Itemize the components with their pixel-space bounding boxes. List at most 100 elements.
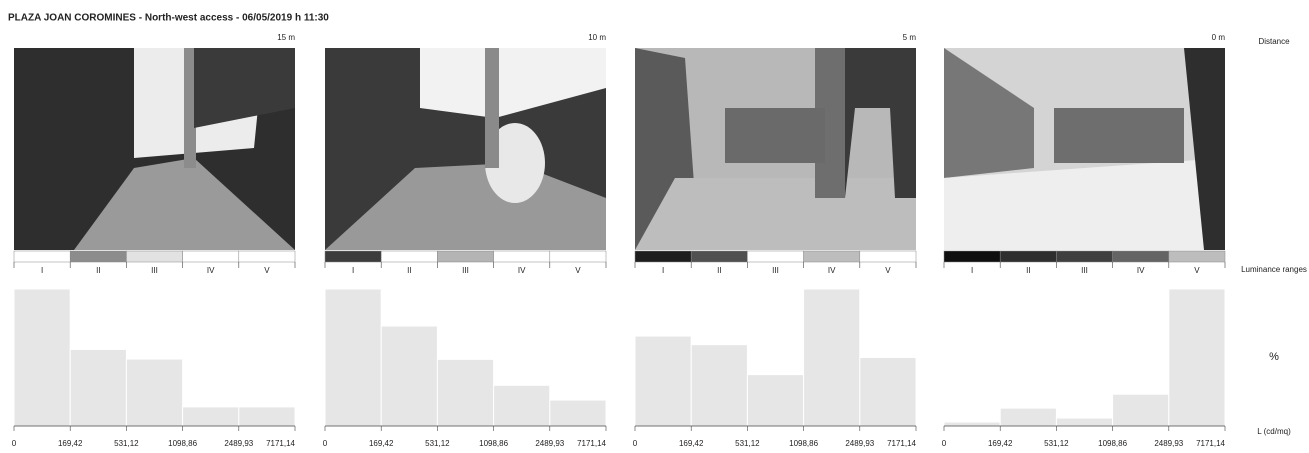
distance: 10 m (588, 33, 606, 42)
x-tick-label: 7171,14 (1196, 439, 1225, 448)
range-label: II (407, 266, 411, 275)
x-tick-label: 7171,14 (577, 439, 606, 448)
photo-shape (845, 48, 916, 198)
range-swatch (493, 250, 551, 263)
x-tick-label: 531,12 (425, 439, 450, 448)
x-tick-label: 169,42 (988, 439, 1013, 448)
photo-shape (485, 48, 499, 168)
bar (1112, 393, 1170, 427)
x-tick-label: 1098,86 (479, 439, 508, 448)
x-tick-label: 7171,14 (266, 439, 295, 448)
x-tick-label: 2489,93 (1154, 439, 1183, 448)
bar (182, 406, 240, 427)
range-label: III (151, 266, 158, 275)
photo-shape (184, 48, 196, 168)
x-tick-label: 2489,93 (535, 439, 564, 448)
photo (325, 48, 606, 250)
percent-label: % (1269, 351, 1279, 363)
x-tick-label: 0 (942, 439, 947, 448)
x-tick-label: 1098,86 (789, 439, 818, 448)
bar (859, 357, 917, 427)
distance: 15 m (277, 33, 295, 42)
range-label: V (575, 266, 581, 275)
photo-shape (194, 48, 295, 128)
range-label: I (662, 266, 664, 275)
range-swatch (859, 250, 917, 263)
bar (69, 349, 127, 427)
range-label: V (264, 266, 270, 275)
distance-label: Distance (1258, 37, 1290, 46)
x-tick-label: 0 (633, 439, 638, 448)
bar (436, 358, 495, 427)
range-label: V (885, 266, 891, 275)
range-swatch (238, 250, 296, 263)
range-swatch (182, 250, 240, 263)
x-tick-label: 0 (323, 439, 328, 448)
range-label: V (1194, 266, 1200, 275)
distance: 0 m (1212, 33, 1226, 42)
range-label: I (41, 266, 43, 275)
bar (324, 288, 382, 427)
photo-shape (74, 158, 295, 250)
figure-title: PLAZA JOAN COROMINES - North-west access… (8, 13, 329, 24)
range-label: IV (1137, 266, 1145, 275)
bar (690, 344, 748, 427)
photo-shape (944, 158, 1225, 250)
bar (549, 399, 607, 427)
range-label: IV (207, 266, 215, 275)
range-swatch (13, 250, 71, 263)
range-swatch (324, 250, 382, 263)
ranges-label: Luminance ranges (1241, 265, 1307, 274)
range-label: I (971, 266, 973, 275)
bar (125, 358, 184, 427)
x-tick-label: 169,42 (679, 439, 704, 448)
x-tick-label: 0 (12, 439, 17, 448)
bar (803, 288, 861, 427)
range-swatch (1168, 250, 1226, 263)
photo (635, 48, 916, 250)
bar (238, 406, 296, 427)
x-tick-label: 7171,14 (887, 439, 916, 448)
bar (13, 288, 71, 427)
range-swatch (803, 250, 861, 263)
range-swatch (437, 250, 494, 263)
range-swatch (747, 250, 804, 263)
photo-shape (1184, 48, 1225, 250)
range-swatch (1056, 250, 1113, 263)
bar (1055, 417, 1114, 427)
photo-shape (420, 48, 606, 118)
range-swatch (69, 250, 127, 263)
x-tick-label: 1098,86 (1098, 439, 1127, 448)
range-swatch (380, 250, 438, 263)
range-label: IV (828, 266, 836, 275)
x-tick-label: 2489,93 (224, 439, 253, 448)
range-label: II (96, 266, 100, 275)
bar (943, 421, 1001, 427)
range-swatch (549, 250, 607, 263)
bar (380, 325, 438, 427)
unit-label: L (cd/mq) (1257, 427, 1291, 436)
bar (634, 335, 692, 427)
x-tick-label: 531,12 (114, 439, 139, 448)
distance: 5 m (903, 33, 917, 42)
range-label: I (352, 266, 354, 275)
range-label: III (462, 266, 469, 275)
x-tick-label: 531,12 (1044, 439, 1069, 448)
x-tick-label: 1098,86 (168, 439, 197, 448)
x-tick-label: 531,12 (735, 439, 760, 448)
bar (493, 384, 551, 427)
range-label: III (772, 266, 779, 275)
range-swatch (126, 250, 183, 263)
bar (746, 374, 805, 427)
range-label: II (1026, 266, 1030, 275)
photo-shape (944, 48, 1034, 178)
photo (944, 48, 1225, 250)
range-label: III (1081, 266, 1088, 275)
photo-shape (725, 108, 825, 163)
x-tick-label: 169,42 (369, 439, 394, 448)
photo (14, 48, 295, 250)
range-swatch (999, 250, 1057, 263)
range-swatch (634, 250, 692, 263)
range-label: IV (518, 266, 526, 275)
